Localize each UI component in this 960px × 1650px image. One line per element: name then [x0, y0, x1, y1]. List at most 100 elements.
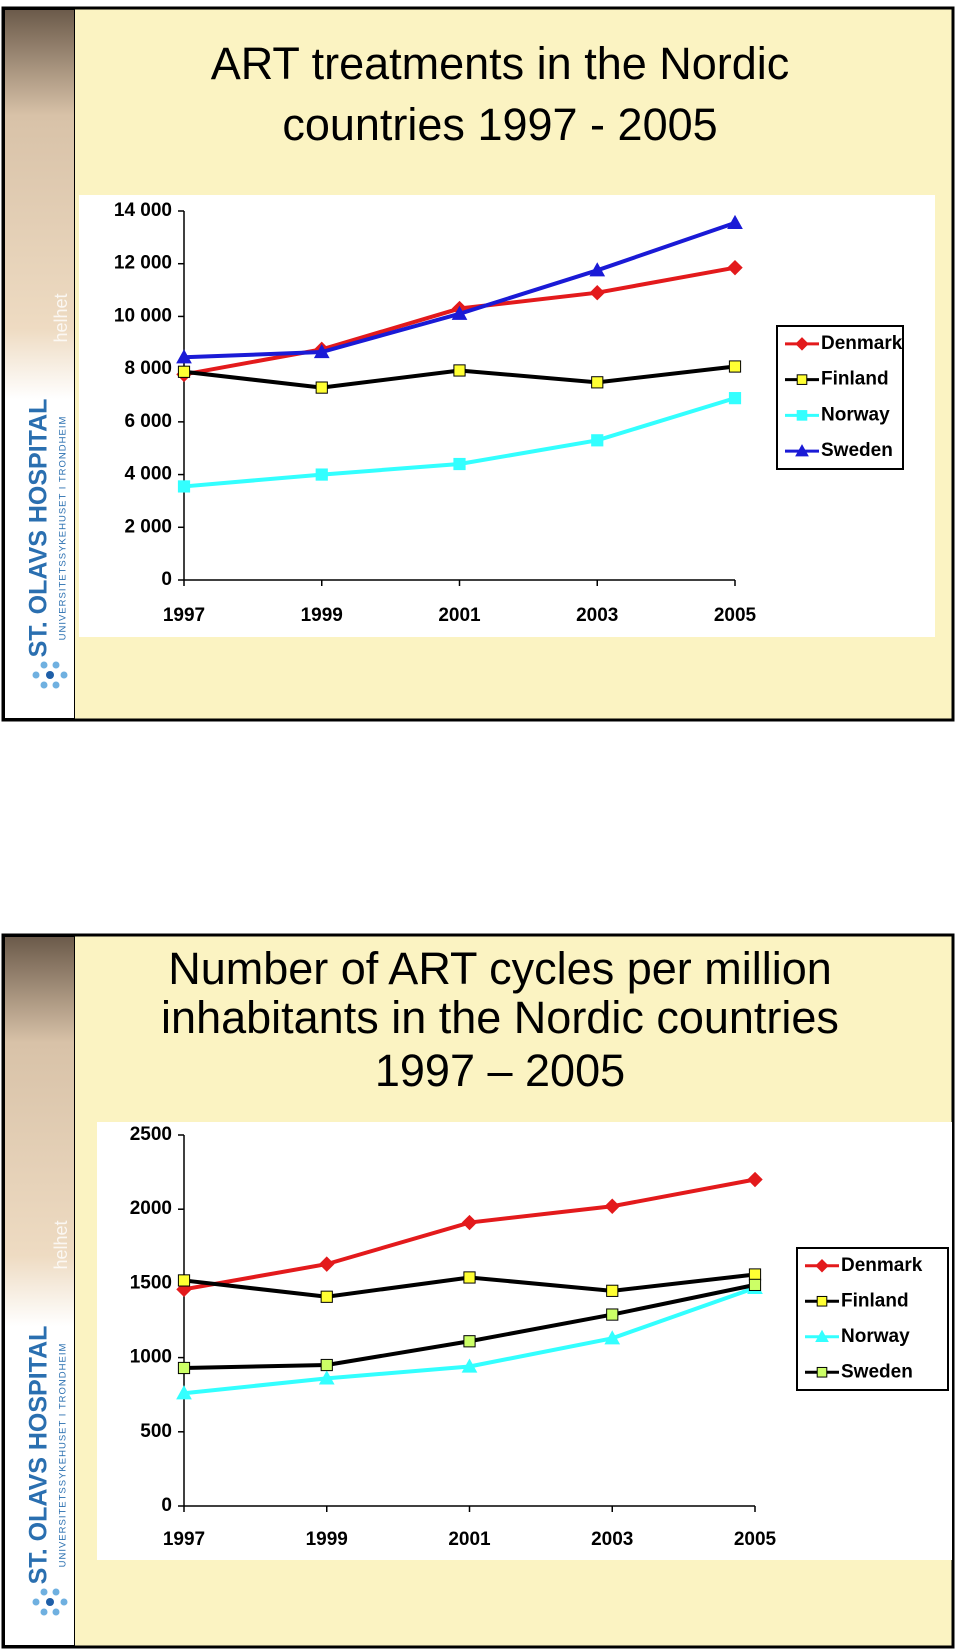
- y-tick-label: 2500: [130, 1124, 172, 1145]
- x-tick-label: 2003: [591, 1529, 633, 1550]
- x-tick-label: 2001: [438, 605, 481, 626]
- y-tick-label: 1000: [130, 1347, 172, 1368]
- marker: [318, 1370, 335, 1385]
- x-tick-label: 2003: [576, 605, 618, 626]
- legend-label: Sweden: [841, 1361, 913, 1382]
- y-tick-label: 6 000: [124, 411, 172, 432]
- y-tick-label: 10 000: [114, 305, 172, 326]
- x-tick-label: 1997: [163, 1529, 205, 1550]
- marker: [176, 1385, 192, 1400]
- marker: [461, 1358, 478, 1373]
- marker: [727, 214, 743, 229]
- brand-subtitle: UNIVERSITETSSYKEHUSET I TRONDHEIM: [58, 1343, 69, 1568]
- brand-dot: [46, 1598, 54, 1606]
- marker: [728, 360, 742, 373]
- legend-label: Norway: [821, 404, 890, 425]
- chart-title: Number of ART cycles per million: [168, 943, 832, 994]
- y-tick-label: 2000: [130, 1198, 172, 1219]
- y-tick-label: 0: [161, 1495, 172, 1516]
- brand-dot: [52, 661, 60, 669]
- marker: [177, 1274, 191, 1287]
- legend-marker: [815, 1259, 829, 1273]
- marker: [589, 262, 606, 277]
- legend-marker: [795, 444, 809, 457]
- marker: [176, 349, 192, 364]
- legend-label: Norway: [841, 1326, 910, 1347]
- marker: [727, 259, 743, 276]
- marker: [177, 1361, 191, 1375]
- legend-label: Denmark: [821, 333, 903, 354]
- legend-label: Finland: [841, 1290, 909, 1311]
- marker: [313, 343, 330, 359]
- brand-subtitle: UNIVERSITETSSYKEHUSET I TRONDHEIM: [58, 416, 69, 641]
- legend: [776, 325, 904, 470]
- brand-dot: [40, 661, 48, 669]
- marker: [320, 1358, 333, 1372]
- chart-title: countries 1997 - 2005: [282, 99, 717, 150]
- y-tick-label: 0: [161, 569, 172, 590]
- chart-title: ART treatments in the Nordic: [211, 38, 790, 89]
- brand-name: ST. OLAVS HOSPITAL: [25, 1326, 53, 1585]
- marker: [453, 364, 466, 377]
- brand-dot: [52, 1608, 60, 1616]
- legend-label: Denmark: [841, 1255, 923, 1276]
- legend-marker: [795, 337, 809, 351]
- brand-name: ST. OLAVS HOSPITAL: [25, 399, 53, 658]
- y-tick-label: 12 000: [114, 253, 172, 274]
- y-tick-label: 1500: [130, 1272, 172, 1293]
- legend-marker: [796, 374, 808, 385]
- marker: [591, 376, 604, 389]
- y-tick-label: 500: [140, 1421, 172, 1442]
- marker: [728, 392, 742, 405]
- marker: [315, 468, 328, 481]
- x-tick-label: 1999: [301, 605, 343, 626]
- marker: [606, 1308, 619, 1321]
- brand-dot: [40, 681, 48, 689]
- marker: [177, 480, 191, 493]
- marker: [319, 1256, 335, 1272]
- marker: [463, 1271, 476, 1284]
- marker: [315, 381, 328, 394]
- y-tick-label: 4 000: [124, 464, 172, 485]
- brand-dot: [32, 671, 40, 679]
- legend-marker: [816, 1295, 828, 1307]
- marker: [604, 1330, 621, 1345]
- brand-dot: [52, 1588, 60, 1596]
- y-tick-label: 8 000: [124, 358, 172, 379]
- marker: [451, 305, 468, 320]
- legend-marker: [796, 410, 808, 421]
- x-tick-label: 2005: [734, 1529, 777, 1550]
- marker: [748, 1278, 762, 1291]
- y-tick-label: 2 000: [124, 516, 172, 537]
- marker: [177, 365, 191, 378]
- marker: [606, 1284, 619, 1297]
- marker: [591, 434, 604, 447]
- x-tick-label: 1999: [306, 1529, 348, 1550]
- brand-dot: [40, 1608, 48, 1616]
- brand-dot: [32, 1598, 40, 1606]
- x-tick-label: 2005: [714, 605, 757, 626]
- brand-tagline: helhet: [51, 1220, 71, 1269]
- legend-label: Finland: [821, 369, 889, 390]
- legend-marker: [816, 1366, 828, 1378]
- brand-dot: [60, 1598, 68, 1606]
- x-tick-label: 2001: [448, 1529, 491, 1550]
- brand-tagline: helhet: [51, 293, 71, 342]
- marker: [589, 285, 605, 301]
- chart-title: inhabitants in the Nordic countries: [161, 992, 839, 1043]
- sidebar: [4, 9, 75, 719]
- x-tick-label: 1997: [163, 605, 205, 626]
- y-tick-label: 14 000: [114, 200, 172, 221]
- marker: [747, 1171, 763, 1188]
- legend-label: Sweden: [821, 440, 893, 461]
- brand-dot: [52, 681, 60, 689]
- marker: [461, 1214, 478, 1231]
- marker: [463, 1335, 476, 1348]
- sidebar: [4, 936, 75, 1646]
- marker: [320, 1290, 333, 1303]
- marker: [604, 1198, 620, 1214]
- chart-title: 1997 – 2005: [375, 1045, 625, 1096]
- marker: [748, 1268, 762, 1281]
- marker: [453, 457, 466, 471]
